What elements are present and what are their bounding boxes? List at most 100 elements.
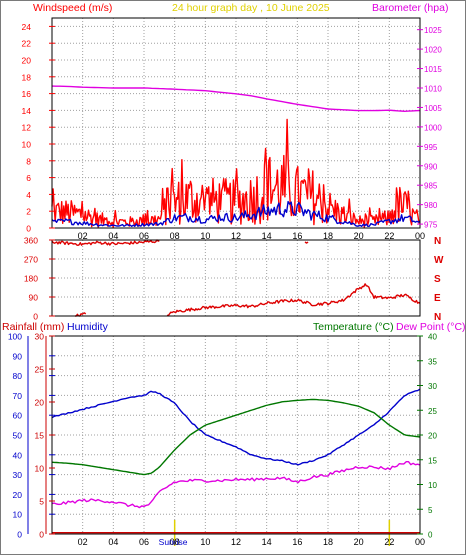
barometer-tick-label: 975 [424, 221, 438, 230]
x-tick-label: 16 [292, 231, 302, 241]
x-tick-label: 12 [231, 231, 241, 241]
windspeed-tick-label: 10 [22, 140, 32, 150]
humidity-tick-label: 30 [13, 470, 23, 480]
humidity-tick-label: 50 [13, 431, 23, 441]
x-tick-label: 22 [384, 231, 394, 241]
x-tick-label: 10 [200, 537, 210, 547]
windspeed-axis-title: Windspeed (m/s) [33, 2, 112, 14]
barometer-line [51, 85, 421, 113]
windspeed-tick-label: 24 [22, 22, 32, 32]
x-tick-label: 06 [139, 537, 149, 547]
rainfall-tick-label: 15 [35, 431, 45, 441]
x-tick-label: 12 [231, 537, 241, 547]
humidity-axis-title: Humidity [67, 321, 109, 333]
temperature-tick-label: 35 [428, 357, 437, 366]
x-tick-label: 08 [170, 231, 180, 241]
barometer-tick-label: 990 [424, 162, 438, 171]
barometer-tick-label: 1020 [424, 46, 442, 55]
x-tick-label: 08 [170, 537, 180, 547]
compass-label: N [434, 236, 441, 247]
sunrise-label: Sunrise [159, 537, 188, 547]
x-tick-label: 00 [415, 231, 425, 241]
rainfall-tick-label: 25 [35, 365, 45, 375]
temperature-tick-label: 30 [428, 382, 437, 391]
temperature-line [51, 398, 421, 476]
humidity-tick-label: 10 [13, 510, 23, 520]
humidity-line [51, 388, 421, 466]
rainfall-axis-title: Rainfall (mm) [2, 321, 64, 333]
humidity-tick-label: 40 [13, 450, 23, 460]
barometer-tick-label: 1000 [424, 123, 442, 132]
windspeed-tick-label: 20 [22, 56, 32, 66]
temperature-tick-label: 25 [428, 407, 437, 416]
x-tick-label: 06 [139, 231, 149, 241]
x-tick-label: 18 [323, 537, 333, 547]
temperature-tick-label: 40 [428, 333, 437, 342]
compass-label: E [434, 293, 441, 304]
wind-direction-line [304, 241, 309, 244]
x-tick-label: 16 [292, 537, 302, 547]
direction-tick-label: 0 [33, 312, 38, 322]
barometer-axis-title: Barometer (hpa) [372, 2, 448, 14]
windspeed-tick-label: 18 [22, 72, 32, 82]
direction-tick-label: 90 [29, 293, 39, 303]
wind-gust-line [51, 118, 420, 228]
temperature-axis-title: Temperature (°C) [313, 321, 394, 333]
x-tick-label: 22 [384, 537, 394, 547]
x-tick-label: 18 [323, 231, 333, 241]
humidity-tick-label: 70 [13, 391, 23, 401]
x-tick-label: 10 [200, 231, 210, 241]
x-tick-label: 02 [78, 537, 88, 547]
barometer-tick-label: 1025 [424, 26, 442, 35]
temperature-tick-label: 0 [428, 531, 433, 540]
dewpoint-axis-title: Dew Point (°C) [396, 321, 466, 333]
temperature-tick-label: 20 [428, 432, 437, 441]
direction-tick-label: 360 [24, 236, 38, 246]
wind-direction-line [166, 283, 421, 317]
direction-tick-label: 270 [24, 255, 38, 265]
temperature-tick-label: 15 [428, 456, 437, 465]
rainfall-tick-label: 30 [35, 332, 45, 342]
x-tick-label: 04 [108, 537, 118, 547]
wind-average-line [51, 200, 421, 228]
humidity-tick-label: 100 [8, 332, 22, 342]
humidity-tick-label: 90 [13, 351, 23, 361]
wind-barometer-frame [51, 17, 421, 229]
x-tick-label: 14 [262, 231, 272, 241]
wind-direction-line [75, 312, 87, 317]
rainfall-tick-label: 10 [35, 464, 45, 474]
direction-tick-label: 180 [24, 274, 38, 284]
barometer-tick-label: 995 [424, 143, 438, 152]
barometer-tick-label: 1005 [424, 104, 442, 113]
windspeed-tick-label: 0 [26, 224, 31, 234]
x-tick-label: 20 [354, 231, 364, 241]
x-tick-label: 14 [262, 537, 272, 547]
barometer-tick-label: 1010 [424, 85, 442, 94]
windspeed-tick-label: 22 [22, 39, 32, 49]
windspeed-tick-label: 8 [26, 156, 31, 166]
x-tick-label: 02 [78, 231, 88, 241]
rainfall-tick-label: 5 [39, 497, 44, 507]
windspeed-tick-label: 14 [22, 106, 32, 116]
temperature-tick-label: 10 [428, 481, 437, 490]
compass-label: N [434, 312, 441, 323]
chart-title: 24 hour graph day , 10 June 2025 [172, 2, 330, 14]
x-tick-label: 00 [415, 537, 425, 547]
windspeed-tick-label: 16 [22, 89, 32, 99]
temperature-tick-label: 5 [428, 506, 433, 515]
humidity-tick-label: 80 [13, 371, 23, 381]
compass-label: W [434, 255, 444, 266]
rainfall-tick-label: 20 [35, 398, 45, 408]
wind-direction-line [51, 239, 160, 247]
x-tick-label: 20 [354, 537, 364, 547]
humidity-tick-label: 20 [13, 490, 23, 500]
windspeed-tick-label: 4 [26, 190, 31, 200]
barometer-tick-label: 1015 [424, 65, 442, 74]
windspeed-tick-label: 12 [22, 123, 32, 133]
windspeed-tick-label: 6 [26, 173, 31, 183]
x-tick-label: 04 [108, 231, 118, 241]
barometer-tick-label: 985 [424, 182, 438, 191]
compass-label: S [434, 274, 441, 285]
barometer-tick-label: 980 [424, 201, 438, 210]
